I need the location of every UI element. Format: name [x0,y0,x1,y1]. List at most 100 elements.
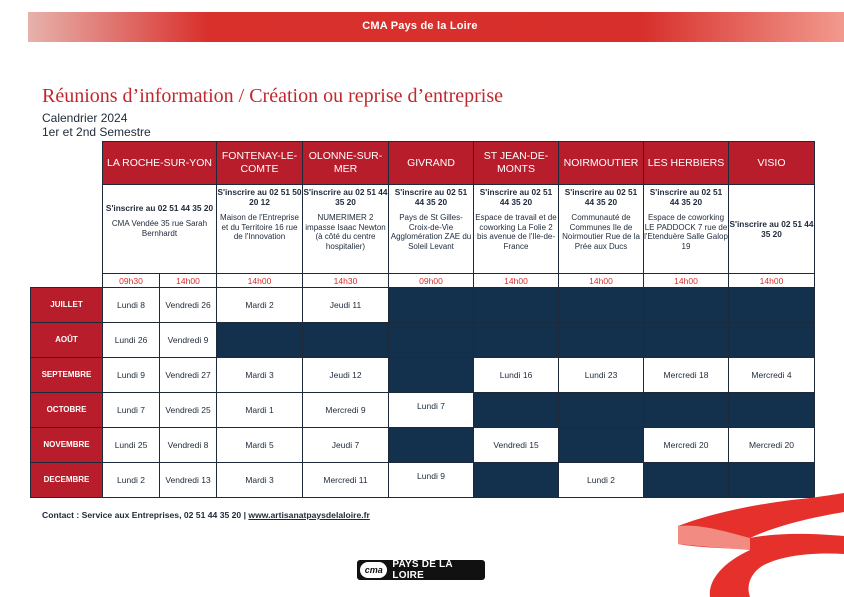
city-header: OLONNE-SUR-MER [302,141,389,185]
city-header: LES HERBIERS [643,141,729,185]
session-date: Lundi 8 [102,287,160,323]
month-label: SEPTEMBRE [30,357,103,393]
venue-info: S'inscrire au 02 51 44 35 20 Communauté … [558,184,644,274]
registration-phone: S'inscrire au 02 51 44 35 20 [649,187,723,207]
session-date: Mardi 3 [216,462,303,498]
venue-info: S'inscrire au 02 51 44 35 20 Pays de St … [388,184,474,274]
unavailable-cell [473,287,559,323]
cma-logo: cma PAYS DE LA LOIRE [357,559,485,581]
unavailable-cell [473,392,559,428]
venue-info: S'inscrire au 02 51 44 35 20 CMA Vendée … [102,184,217,274]
month-rows: JUILLET Lundi 8 Vendredi 26 Mardi 2 Jeudi 11… [30,287,815,498]
session-date: Mardi 3 [216,357,303,393]
venue-info: S'inscrire au 02 51 50 20 12 Maison de l… [216,184,303,274]
unavailable-cell [643,287,729,323]
session-date: Mercredi 9 [302,392,389,428]
calendar-year: Calendrier 2024 [42,111,128,125]
city-header: ST JEAN-DE-MONTS [473,141,559,185]
unavailable-cell [643,462,729,498]
session-time: 14h00 [473,273,559,288]
month-row: OCTOBRE Lundi 7 Vendredi 25 Mardi 1 Mercredi… [30,392,815,428]
session-date: Jeudi 12 [302,357,389,393]
session-time: 14h00 [216,273,303,288]
session-date: Vendredi 27 [159,357,217,393]
unavailable-cell [558,392,644,428]
session-date: Mercredi 18 [643,357,729,393]
city-header: LA ROCHE-SUR-YON [102,141,217,185]
month-row: NOVEMBRE Lundi 25 Vendredi 8 Mardi 5 Jeudi 7… [30,427,815,463]
registration-phone: S'inscrire au 02 51 44 35 20 [729,219,814,239]
session-date: Lundi 7 [388,392,474,428]
session-date: Vendredi 9 [159,322,217,358]
session-time: 09h30 [102,273,160,288]
unavailable-cell [302,322,389,358]
session-date: Mardi 5 [216,427,303,463]
session-date: Lundi 2 [102,462,160,498]
unavailable-cell [388,427,474,463]
registration-phone: S'inscrire au 02 51 50 20 12 [217,187,302,207]
session-date: Mardi 1 [216,392,303,428]
unavailable-cell [388,287,474,323]
session-date: Mercredi 20 [643,427,729,463]
city-header-row: LA ROCHE-SUR-YON FONTENAY-LE-COMTE OLONN… [30,141,815,185]
city-header: FONTENAY-LE-COMTE [216,141,303,185]
unavailable-cell [728,392,815,428]
unavailable-cell [473,462,559,498]
unavailable-cell [728,322,815,358]
decorative-ribbon [678,493,844,597]
unavailable-cell [643,322,729,358]
session-time: 09h00 [388,273,474,288]
header-banner [28,12,844,42]
corner-cell [30,141,103,185]
month-row: AOÛT Lundi 26 Vendredi 9 [30,322,815,358]
unavailable-cell [388,357,474,393]
venue-info: S'inscrire au 02 51 44 35 20 NUMERIMER 2… [302,184,389,274]
registration-phone: S'inscrire au 02 51 44 35 20 [105,203,214,213]
venue-address: NUMERIMER 2 impasse Isaac Newton (à côté… [305,213,386,251]
venue-info: S'inscrire au 02 51 44 35 20 [728,184,815,274]
venue-address: CMA Vendée 35 rue Sarah Bernhardt [111,219,208,238]
page-title: Réunions d’information / Création ou rep… [42,85,503,107]
cma-logo-mark: cma [360,562,388,578]
session-date: Vendredi 25 [159,392,217,428]
session-date: Lundi 23 [558,357,644,393]
unavailable-cell [216,322,303,358]
unavailable-cell [728,462,815,498]
session-time: 14h00 [643,273,729,288]
contact-text: Contact : Service aux Entreprises, 02 51… [42,510,249,520]
session-date: Lundi 2 [558,462,644,498]
session-date: Lundi 25 [102,427,160,463]
website-link[interactable]: www.artisanatpaysdelaloire.fr [248,510,370,520]
month-label: DECEMBRE [30,462,103,498]
month-row: DECEMBRE Lundi 2 Vendredi 13 Mardi 3 Mercred… [30,462,815,498]
session-date: Vendredi 15 [473,427,559,463]
session-date: Lundi 9 [388,462,474,498]
venue-address: Maison de l'Entreprise et du Territoire … [220,213,299,241]
session-date: Vendredi 8 [159,427,217,463]
session-date: Jeudi 11 [302,287,389,323]
session-time: 14h00 [558,273,644,288]
unavailable-cell [558,427,644,463]
city-header: VISIO [728,141,815,185]
month-label: NOVEMBRE [30,427,103,463]
session-date: Lundi 16 [473,357,559,393]
unavailable-cell [558,287,644,323]
registration-phone: S'inscrire au 02 51 44 35 20 [479,187,553,207]
unavailable-cell [473,322,559,358]
session-time: 14h00 [159,273,217,288]
venue-address: Communauté de Communes Ile de Noirmoutie… [562,213,640,251]
cma-logo-text: PAYS DE LA LOIRE [392,559,453,581]
registration-phone: S'inscrire au 02 51 44 35 20 [303,187,388,207]
session-date: Lundi 26 [102,322,160,358]
session-date: Lundi 9 [102,357,160,393]
month-label: OCTOBRE [30,392,103,428]
venue-address: Espace de coworking LE PADDOCK 7 rue de … [644,213,728,251]
unavailable-cell [728,287,815,323]
city-header: NOIRMOUTIER [558,141,644,185]
month-label: JUILLET [30,287,103,323]
venue-info-row: S'inscrire au 02 51 44 35 20 CMA Vendée … [30,184,815,274]
venue-info: S'inscrire au 02 51 44 35 20 Espace de c… [643,184,729,274]
venue-address: Pays de St Gilles-Croix-de-Vie Aggloméra… [390,213,472,251]
month-row: JUILLET Lundi 8 Vendredi 26 Mardi 2 Jeudi 11 [30,287,815,323]
city-header: GIVRAND [388,141,474,185]
